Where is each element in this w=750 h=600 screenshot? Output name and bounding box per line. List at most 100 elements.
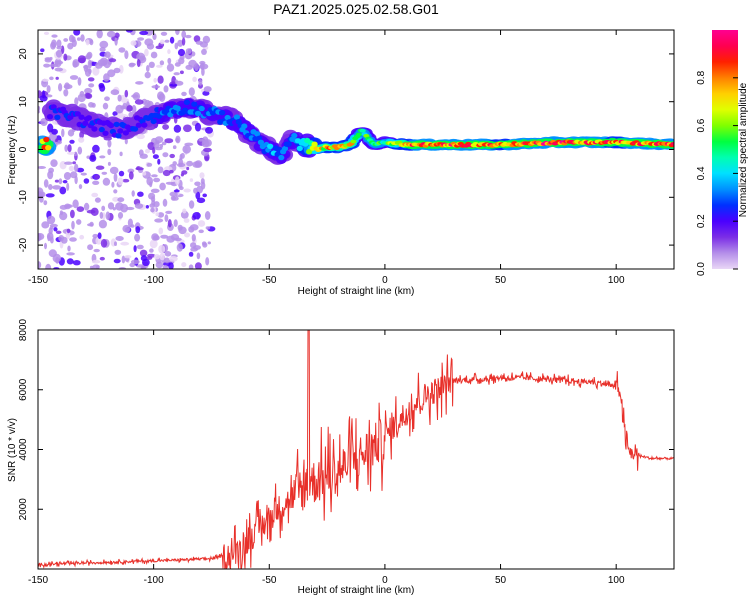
noise-blob	[88, 83, 95, 88]
noise-blob	[38, 105, 41, 111]
noise-blob	[102, 102, 109, 110]
x-tick-label: 50	[495, 575, 507, 586]
noise-blob	[160, 234, 169, 239]
noise-blob	[48, 167, 54, 174]
noise-blob	[184, 142, 194, 146]
noise-blob	[127, 218, 133, 228]
noise-blob	[126, 30, 133, 33]
noise-blob	[128, 171, 134, 180]
noise-blob	[43, 63, 51, 68]
snr-x-label: Height of straight line (km)	[298, 585, 415, 596]
noise-blob	[39, 191, 46, 198]
noise-blob	[83, 202, 90, 211]
noise-blob	[117, 197, 125, 203]
noise-blob	[174, 62, 181, 67]
noise-blob	[79, 234, 85, 240]
noise-blob	[120, 203, 129, 213]
noise-blob	[144, 38, 154, 46]
noise-blob	[189, 224, 199, 231]
noise-blob	[67, 151, 75, 155]
noise-blob	[43, 179, 49, 188]
ridge-blob	[257, 139, 264, 145]
noise-blob	[156, 64, 163, 68]
noise-blob	[107, 202, 115, 210]
noise-blob	[105, 211, 111, 220]
noise-blob	[92, 264, 100, 269]
noise-blob	[99, 155, 106, 159]
noise-blob	[78, 137, 85, 143]
colorbar-tick-label: 0.2	[696, 214, 707, 228]
noise-blob	[101, 171, 108, 175]
noise-blob	[178, 57, 185, 65]
noise-blob	[83, 64, 89, 73]
noise-blob	[183, 188, 191, 193]
noise-blob	[86, 52, 92, 60]
noise-blob	[64, 82, 70, 90]
noise-blob	[153, 77, 157, 83]
noise-blob	[72, 60, 78, 68]
noise-blob	[99, 40, 109, 49]
noise-blob	[167, 219, 172, 228]
y-tick-label: 20	[18, 48, 29, 60]
noise-blob	[86, 209, 96, 214]
noise-blob	[186, 160, 194, 167]
noise-blob	[170, 195, 176, 201]
noise-blob	[124, 50, 129, 60]
noise-blob	[194, 122, 202, 132]
noise-blob	[84, 87, 93, 94]
noise-blob	[203, 147, 212, 153]
noise-blob	[63, 89, 69, 97]
noise-blob	[124, 89, 129, 98]
spectrogram-y-ticks: -20 -10 0 10 20	[18, 48, 674, 252]
noise-blob	[145, 205, 149, 209]
ridge-blob	[156, 113, 163, 119]
x-tick-label: 100	[608, 275, 625, 286]
noise-blob	[174, 176, 180, 186]
noise-blob	[203, 86, 212, 93]
noise-blob	[124, 138, 128, 145]
noise-blob	[74, 97, 79, 106]
ridge-blob	[198, 105, 205, 112]
ridge-blob	[82, 120, 89, 127]
noise-blob	[191, 234, 196, 242]
noise-blob	[45, 94, 53, 98]
noise-blob	[91, 259, 101, 264]
noise-blob	[104, 96, 110, 101]
noise-blob	[154, 136, 164, 144]
noise-blob	[112, 111, 118, 117]
y-tick-label: -20	[18, 237, 29, 252]
snr-y-ticks: 2000 4000 6000 8000	[18, 318, 674, 520]
noise-blob	[169, 36, 175, 44]
noise-blob	[135, 167, 144, 171]
noise-blob	[160, 31, 168, 36]
noise-blob	[122, 178, 130, 183]
noise-blob	[188, 251, 194, 257]
noise-blob	[134, 99, 144, 105]
noise-blob	[158, 227, 164, 235]
noise-blob	[49, 76, 54, 81]
ridge-blob	[46, 114, 54, 120]
y-tick-label: 4000	[18, 438, 29, 461]
noise-blob	[72, 260, 81, 266]
noise-blob	[54, 179, 60, 183]
noise-blob	[128, 62, 135, 68]
noise-blob	[55, 230, 62, 234]
noise-blob	[137, 191, 144, 197]
noise-blob	[159, 60, 165, 66]
noise-blob	[110, 89, 120, 96]
noise-blob	[99, 84, 106, 92]
noise-blob	[142, 171, 147, 176]
ridge-blob	[78, 114, 85, 120]
noise-blob	[78, 57, 86, 64]
noise-blob	[46, 85, 51, 93]
noise-blob	[181, 37, 186, 46]
noise-blob	[51, 39, 57, 48]
noise-blob	[41, 221, 50, 229]
noise-blob	[59, 186, 67, 195]
noise-blob	[94, 174, 100, 180]
noise-blob	[151, 199, 156, 206]
noise-blob	[76, 219, 82, 225]
noise-blob	[84, 92, 91, 99]
noise-blob	[66, 258, 74, 265]
